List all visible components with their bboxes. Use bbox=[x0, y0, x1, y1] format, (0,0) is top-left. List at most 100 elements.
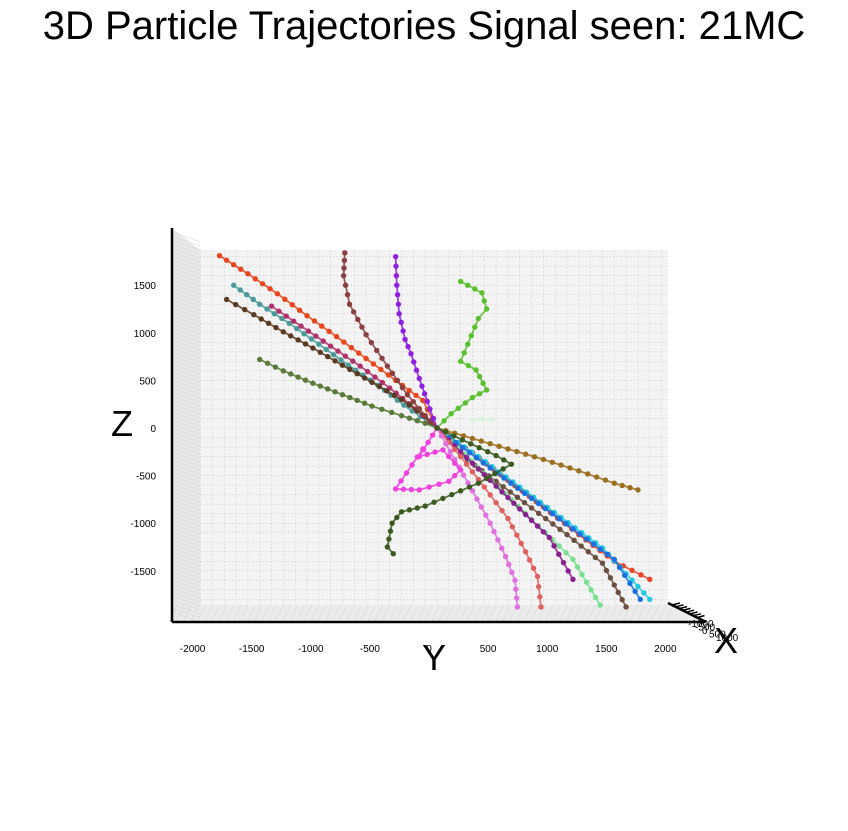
trajectory-point bbox=[396, 311, 402, 317]
trajectory-point bbox=[603, 567, 610, 574]
trajectory-point bbox=[570, 556, 576, 563]
floor-hatch-line bbox=[615, 604, 624, 623]
side-pane-hatch bbox=[171, 399, 201, 411]
trajectory-point bbox=[295, 337, 301, 343]
side-pane-hatch bbox=[171, 463, 201, 475]
trajectory-point bbox=[264, 360, 271, 366]
trajectory-point bbox=[607, 575, 614, 581]
trajectory-point bbox=[408, 351, 414, 357]
trajectory-point bbox=[480, 460, 486, 466]
trajectory-point bbox=[514, 448, 520, 455]
trajectory-point bbox=[465, 341, 471, 347]
side-pane-hatch bbox=[171, 607, 201, 619]
trajectory-point bbox=[274, 291, 281, 297]
side-pane-hatch bbox=[171, 543, 201, 555]
trajectory-point bbox=[521, 490, 528, 497]
trajectory-point bbox=[342, 250, 348, 256]
trajectory-point bbox=[528, 495, 535, 502]
side-pane-hatch bbox=[171, 383, 201, 395]
y-tick-label: -500 bbox=[360, 644, 380, 655]
trajectory-point bbox=[540, 456, 547, 463]
trajectory-point bbox=[446, 453, 452, 460]
trajectories bbox=[216, 250, 653, 610]
chart-title: 3D Particle Trajectories Signal seen: 21… bbox=[42, 4, 806, 48]
trajectory-point bbox=[440, 495, 446, 502]
trajectory-point bbox=[475, 466, 482, 472]
floor-hatch-line bbox=[665, 604, 674, 623]
trajectory-point bbox=[378, 366, 384, 373]
trajectory-point bbox=[273, 324, 279, 331]
trajectory-point bbox=[320, 338, 326, 344]
trajectory-point bbox=[348, 344, 355, 351]
floor-hatch-line bbox=[310, 604, 320, 623]
trajectory-point bbox=[279, 315, 285, 322]
trajectory-point bbox=[216, 252, 223, 259]
trajectory-point bbox=[422, 412, 428, 419]
side-pane-hatch bbox=[171, 539, 201, 551]
trajectory-point bbox=[403, 470, 410, 476]
side-pane-hatch bbox=[171, 311, 201, 323]
trajectory-point bbox=[484, 448, 491, 455]
floor-hatch-line bbox=[388, 604, 398, 623]
x-tick-label: 1000 bbox=[716, 633, 739, 644]
side-pane-hatch bbox=[171, 471, 201, 483]
trajectory-point bbox=[327, 343, 334, 349]
trajectory-point bbox=[592, 594, 599, 601]
floor-hatch-line bbox=[282, 604, 291, 623]
trajectory-point bbox=[311, 318, 318, 324]
trajectory-point bbox=[363, 332, 369, 338]
trajectory-point bbox=[564, 531, 570, 538]
trajectory-point bbox=[468, 332, 474, 339]
trajectory-point bbox=[420, 446, 426, 452]
trajectory-point bbox=[442, 429, 449, 435]
trajectory-point bbox=[386, 536, 392, 542]
trajectory-point bbox=[305, 328, 312, 334]
trajectory-point bbox=[478, 504, 485, 510]
floor-grid bbox=[168, 604, 674, 623]
x-tick-label: -500 bbox=[695, 623, 715, 634]
side-pane-hatch bbox=[171, 551, 201, 563]
trajectory-point bbox=[426, 484, 432, 490]
side-pane-hatch bbox=[171, 303, 201, 315]
trajectory-point bbox=[457, 488, 464, 494]
floor-hatch-line bbox=[239, 604, 249, 623]
trajectory-point bbox=[493, 483, 499, 489]
trajectory-point bbox=[421, 391, 428, 397]
trajectory-point bbox=[384, 363, 391, 369]
side-pane-hatch bbox=[171, 251, 201, 263]
trajectory-point bbox=[237, 287, 243, 293]
floor-hatch-line bbox=[197, 604, 206, 623]
y-tick-label: 1000 bbox=[536, 644, 559, 655]
trajectory-series bbox=[469, 416, 495, 424]
trajectory-point bbox=[512, 577, 518, 584]
floor-hatch-line bbox=[275, 604, 284, 623]
trajectory-point bbox=[338, 357, 344, 363]
floor-hatch-line bbox=[487, 604, 497, 623]
side-pane-hatch bbox=[171, 411, 201, 423]
trajectory-point bbox=[341, 265, 347, 271]
floor-hatch-line bbox=[225, 604, 234, 623]
trajectory-point bbox=[301, 331, 307, 337]
trajectory-point bbox=[457, 453, 464, 460]
trajectory-point bbox=[500, 483, 506, 490]
trajectory-point bbox=[243, 292, 250, 298]
trajectory-series bbox=[434, 425, 576, 583]
x-axis-tick-mark bbox=[685, 609, 695, 613]
y-tick-label: 0 bbox=[426, 644, 432, 655]
y-axis-label: Y bbox=[422, 637, 446, 678]
trajectory-point bbox=[258, 316, 264, 322]
trajectory-point bbox=[413, 392, 419, 399]
trajectory-point bbox=[406, 507, 413, 513]
trajectory-point bbox=[409, 462, 415, 468]
plot-floor-pane bbox=[172, 605, 708, 622]
trajectory-point bbox=[543, 515, 549, 522]
x-axis-tick-mark bbox=[671, 602, 681, 606]
trajectory-point bbox=[535, 500, 542, 507]
trajectory-point bbox=[324, 353, 331, 360]
trajectory-point bbox=[499, 489, 505, 495]
trajectory-point bbox=[431, 499, 437, 505]
floor-hatch-line bbox=[530, 604, 539, 623]
trajectory-series bbox=[340, 250, 440, 431]
trajectory-point bbox=[364, 368, 371, 375]
trajectory-point bbox=[317, 383, 323, 389]
